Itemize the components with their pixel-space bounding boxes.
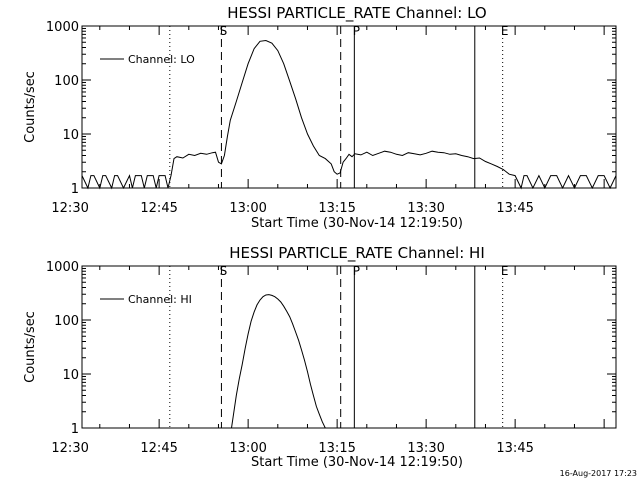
x-tick-label: 13:30 [407,441,444,456]
y-tick-label: 100 [54,314,79,329]
x-tick-label: 12:45 [140,441,177,456]
y-axis-label: Counts/sec [23,71,38,143]
time-marker-label: E [501,24,509,38]
x-tick-label: 12:30 [51,441,88,456]
x-tick-label: 13:15 [318,201,355,216]
x-tick-label: 13:45 [496,441,533,456]
x-tick-label: 13:00 [229,441,266,456]
y-axis-label: Counts/sec [23,311,38,383]
plot-frame [81,25,617,189]
x-tick-label: 13:00 [229,201,266,216]
legend-label: Channel: LO [128,53,195,66]
time-marker-label: P [353,264,360,278]
y-tick-label: 10 [62,368,79,383]
x-tick-label: 13:30 [407,201,444,216]
panel-lo: HESSI PARTICLE_RATE Channel: LO 1 10 100 100… [23,4,617,231]
footer-timestamp: 16-Aug-2017 17:23 [560,469,637,478]
x-tick-label: 13:45 [496,201,533,216]
time-marker-label: S [220,24,228,38]
x-axis-label: Start Time (30-Nov-14 12:19:50) [251,455,463,470]
panel-hi: HESSI PARTICLE_RATE Channel: HI 1 10 100 100… [23,244,617,470]
series-line-lo [81,39,617,190]
y-tick-label: 10 [62,128,79,143]
time-marker-label: E [501,264,509,278]
plot-frame [81,265,617,429]
x-tick-label: 12:30 [51,201,88,216]
legend-label: Channel: HI [128,293,192,306]
x-tick-label: 13:15 [318,441,355,456]
y-tick-label: 1000 [46,20,79,35]
y-tick-label: 100 [54,74,79,89]
chart-title: HESSI PARTICLE_RATE Channel: HI [229,244,485,263]
y-tick-label: 1 [71,422,79,437]
time-marker-label: P [353,24,360,38]
x-axis-label: Start Time (30-Nov-14 12:19:50) [251,216,463,231]
chart-title: HESSI PARTICLE_RATE Channel: LO [227,4,486,23]
time-marker-label: S [220,264,228,278]
y-tick-label: 1 [71,182,79,197]
y-tick-label: 1000 [46,260,79,275]
x-tick-label: 12:45 [140,201,177,216]
series-line-hi [231,294,326,429]
